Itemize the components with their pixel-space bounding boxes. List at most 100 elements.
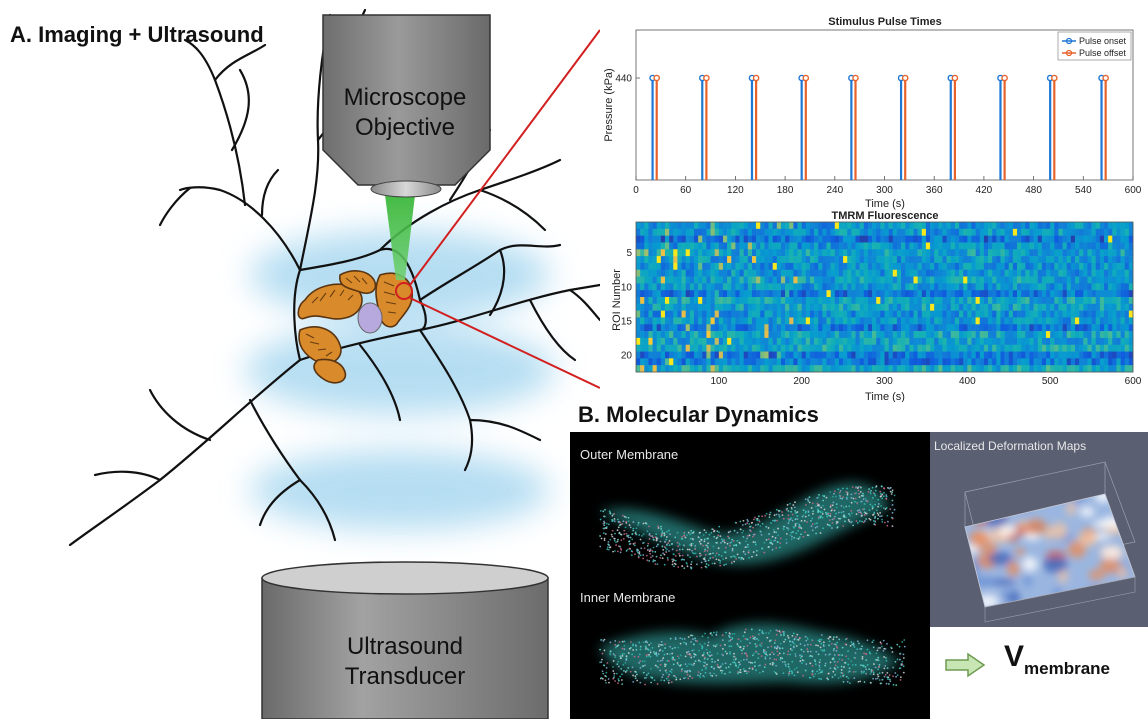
pulse-marker-offset [754,75,759,80]
membrane-particle [677,647,679,649]
heatmap-cell [1096,277,1100,284]
heatmap-cell [1125,290,1129,297]
heatmap-cell [748,358,752,365]
membrane-particle [742,530,744,532]
membrane-particle [721,672,723,674]
heatmap-cell [860,311,864,318]
heatmap-cell [913,324,917,331]
membrane-particle [791,649,793,651]
heatmap-cell [752,249,756,256]
heatmap-cell [1017,277,1021,284]
heatmap-cell [1092,249,1096,256]
heatmap-cell [959,358,963,365]
heatmap-cell [1083,249,1087,256]
heatmap-cell [769,290,773,297]
heatmap-cell [1050,283,1054,290]
membrane-particle [679,637,681,639]
membrane-particle [648,649,650,651]
heatmap-cell [1050,338,1054,345]
membrane-particle [690,664,692,666]
membrane-particle [860,487,862,489]
heatmap-cell [773,249,777,256]
membrane-particle [650,668,652,670]
membrane-particle [621,683,623,685]
membrane-particle [794,653,796,655]
heatmap-cell [918,365,922,372]
heatmap-cell [785,249,789,256]
heatmap-cell [1025,338,1029,345]
heatmap-cell [1000,249,1004,256]
heatmap-cell [868,256,872,263]
membrane-particle [821,639,823,641]
heatmap-cell [967,352,971,359]
membrane-particle [849,515,851,517]
membrane-particle [634,671,636,673]
heatmap-cell [1067,304,1071,311]
heatmap-cell [636,263,640,270]
membrane-particle [819,661,821,663]
membrane-particle [793,527,795,529]
heatmap-cell [926,222,930,229]
heatmap-cell [893,358,897,365]
heatmap-cell [1050,290,1054,297]
heatmap-cell [1096,242,1100,249]
membrane-particle [786,542,788,544]
heatmap-cell [644,304,648,311]
heatmap-cell [1009,242,1013,249]
heatmap-cell [1000,263,1004,270]
heatmap-cell [930,270,934,277]
heatmap-cell [719,270,723,277]
heatmap-cell [785,283,789,290]
heatmap-cell [851,222,855,229]
membrane-particle [779,630,781,632]
membrane-particle [704,633,706,635]
heatmap-cell [744,317,748,324]
heatmap-cell [831,242,835,249]
heatmap-cell [913,338,917,345]
heatmap-cell [1063,283,1067,290]
heatmap-cell [798,297,802,304]
heatmap-cell [947,331,951,338]
heatmap-cell [1063,290,1067,297]
heatmap-cell [661,222,665,229]
heatmap-cell [723,236,727,243]
heatmap-cell [1009,236,1013,243]
heatmap-cell [926,249,930,256]
membrane-particle [821,515,823,517]
heatmap-cell [648,270,652,277]
membrane-particle [660,660,662,662]
membrane-particle [745,540,747,542]
heatmap-cell [992,358,996,365]
heatmap-cell [1075,290,1079,297]
heatmap-cell [1038,283,1042,290]
heatmap-cell [773,358,777,365]
membrane-particle [722,663,724,665]
heatmap-cell [1034,283,1038,290]
heatmap-cell [835,229,839,236]
membrane-particle [847,494,849,496]
heatmap-cell [885,331,889,338]
membrane-particle [877,506,879,508]
membrane-particle [629,524,631,526]
membrane-particle [769,657,771,659]
heatmap-cell [690,242,694,249]
membrane-particle [809,662,811,664]
heatmap-cell [818,338,822,345]
heatmap-cell [901,277,905,284]
heatmap-cell [1116,297,1120,304]
heatmap-cell [847,229,851,236]
membrane-particle [753,519,755,521]
membrane-particle [671,681,673,683]
heatmap-cell [905,270,909,277]
heatmap-cell [769,352,773,359]
heatmap-cell [1005,256,1009,263]
heatmap-cell [1087,304,1091,311]
heatmap-cell [777,256,781,263]
heatmap-cell [806,365,810,372]
membrane-particle [730,645,732,647]
heatmap-cell [1013,338,1017,345]
heatmap-cell [872,263,876,270]
heatmap-cell [847,256,851,263]
membrane-particle [610,651,612,653]
membrane-particle [743,659,745,661]
